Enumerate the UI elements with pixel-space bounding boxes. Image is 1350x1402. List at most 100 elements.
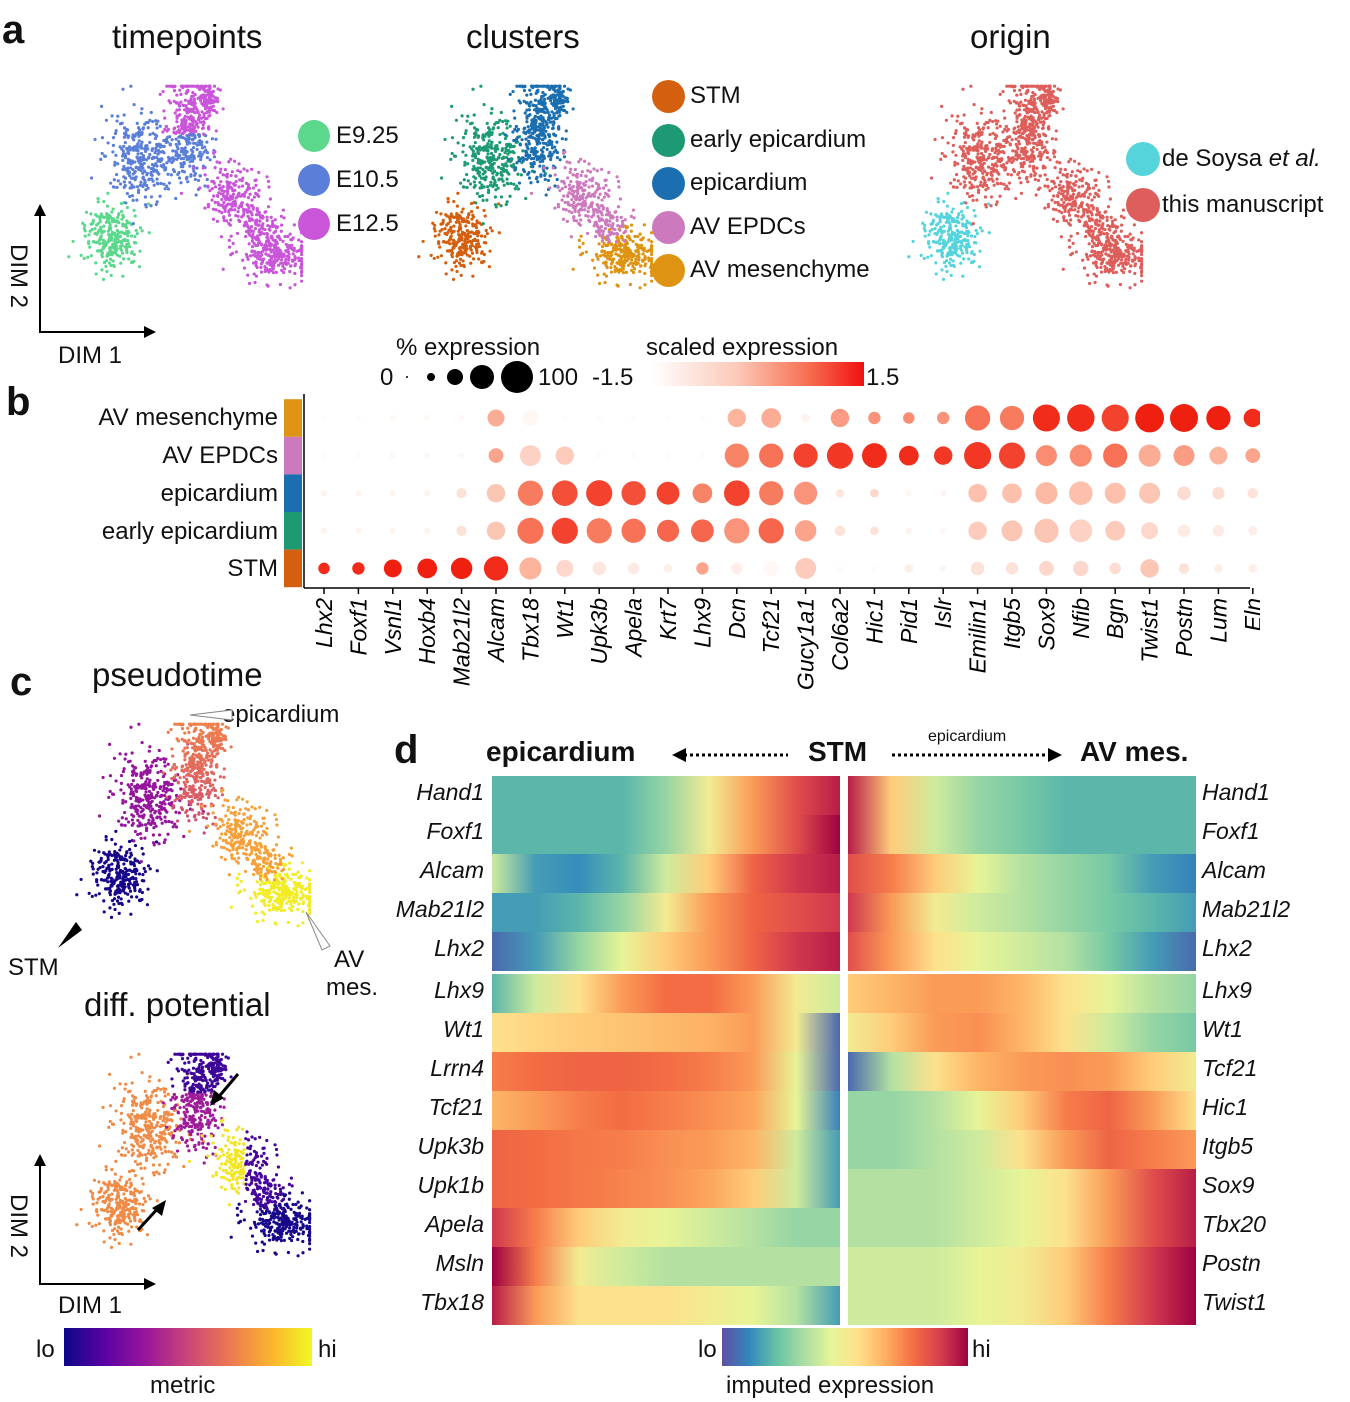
cell-point [954,219,958,223]
cell-point [978,226,983,230]
pct-min-label: 0 [380,364,394,391]
cell-point [450,268,454,272]
cell-point [535,106,539,110]
cell-point [548,150,552,154]
cell-point [1017,139,1021,143]
cell-point [964,168,968,172]
cell-point [1069,253,1073,257]
cell-point [113,160,117,164]
cell-point [470,209,474,214]
cell-point [461,251,465,255]
cell-point [1077,191,1081,195]
cell-point [188,164,192,168]
cell-point [213,165,217,170]
cell-point [192,133,196,137]
cell-point [555,155,559,160]
cell-point [121,238,125,243]
dot-Gucy1a1 [793,443,818,468]
cell-point [1068,245,1072,249]
cell-point [233,159,237,163]
cell-point [177,171,181,175]
cell-point [950,236,954,240]
cell-point [157,157,161,161]
cell-point [464,153,468,157]
cell-point [449,212,453,216]
cell-point [956,215,960,220]
cell-point [239,194,243,198]
cell-point [986,186,990,190]
cell-point [154,168,158,172]
cell-point [490,132,494,137]
cell-point [1061,267,1065,271]
cell-point [486,142,490,146]
cell-point [290,238,294,242]
cell-point [504,119,508,123]
cell-point [264,243,268,248]
cell-point [1081,258,1085,262]
cell-point [162,138,166,143]
cell-point [198,138,202,143]
cell-point [1063,207,1067,212]
cell-point [1087,281,1092,286]
cell-point [571,267,575,271]
cell-point [141,154,146,158]
cell-point [982,169,987,173]
cell-point [148,152,152,157]
cell-point [504,162,508,166]
cell-point [144,149,148,154]
cell-point [280,268,284,272]
cell-point [1088,254,1093,258]
cell-point [150,177,154,181]
cell-point [608,219,612,223]
cell-point [231,241,235,245]
legend-dot-icon [652,254,685,287]
cell-point [973,170,977,175]
cell-point [116,215,120,220]
cell-point [1042,87,1046,91]
cell-point [1099,265,1103,270]
cell-point [1021,131,1025,135]
cell-point [1032,110,1037,114]
cell-point [468,254,472,258]
cell-point [116,237,120,241]
cell-point [257,223,261,227]
cell-point [1034,193,1038,197]
cell-point [1037,134,1042,139]
cell-point [1012,169,1017,174]
cell-point [187,117,192,121]
cell-point [439,176,444,180]
cell-point [1045,140,1049,144]
cell-point [276,263,281,267]
cell-point [991,131,995,135]
cell-point [179,92,183,97]
cell-point [1038,113,1042,117]
dot-Gucy1a1 [794,520,817,542]
cell-point [500,166,505,171]
cell-point [446,200,450,204]
cell-point [478,174,482,178]
cell-point [457,239,461,243]
cell-point [1091,236,1095,240]
cell-point [1054,129,1058,133]
cell-point [480,161,485,165]
dotplot-gene-label: Dcn [724,598,750,639]
cell-point [961,274,965,278]
cell-point [144,188,148,192]
cell-point [168,101,173,105]
cell-point [1043,145,1047,149]
cell-point [220,203,224,207]
cell-point [139,168,143,173]
cell-point [961,158,965,162]
cell-point [947,232,951,237]
cell-point [483,234,487,239]
cell-point [1050,93,1054,97]
cell-point [132,185,136,189]
cell-point [1093,178,1097,182]
cell-point [252,241,256,246]
cell-point [957,220,961,225]
cell-point [188,160,192,164]
cell-point [463,239,467,243]
cell-point [452,224,456,228]
cell-point [179,191,184,195]
cell-point [222,189,226,194]
